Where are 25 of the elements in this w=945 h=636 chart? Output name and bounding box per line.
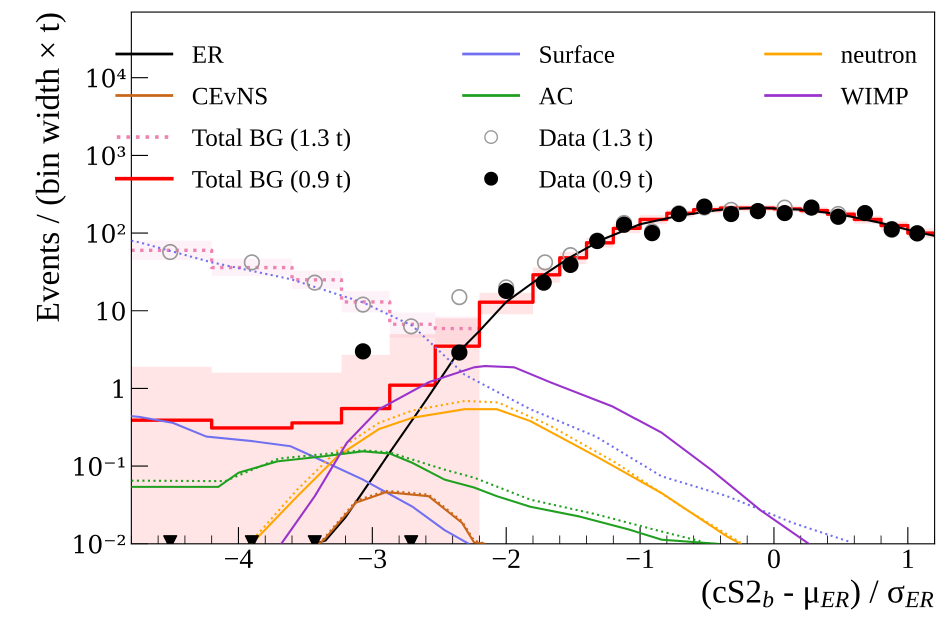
x-tick-label: 0 (768, 549, 780, 568)
legend-label: WIMP (840, 88, 908, 105)
y-tick-label: 1 (114, 379, 123, 398)
x-tick-label: −3 (358, 550, 386, 568)
legend-label: ER (192, 46, 224, 63)
legend-label: CEvNS (192, 88, 267, 105)
y-tick-label: 10³ (88, 146, 126, 166)
y-tick-label: 10⁻² (74, 534, 125, 554)
y-axis-title: Events / (bin width × t) (36, 14, 66, 322)
legend-label: Total BG (0.9 t) (192, 170, 350, 193)
x-tick-label: −4 (225, 550, 253, 568)
x-tick-label: 1 (903, 550, 914, 568)
legend-label: Data (0.9 t) (539, 170, 652, 193)
x-tick-label: −1 (626, 550, 654, 568)
legend-label: Surface (540, 45, 614, 63)
legend-label: Data (1.3 t) (539, 128, 652, 152)
legend-label: AC (538, 88, 572, 105)
legend-label: neutron (841, 48, 917, 63)
y-tick-label: 10⁴ (88, 68, 126, 88)
legend-label: Total BG (1.3 t) (192, 128, 350, 152)
y-tick-label: 10² (88, 224, 125, 243)
y-tick-label: 10⁻¹ (74, 457, 125, 476)
x-tick-label: −2 (492, 550, 520, 568)
y-tick-label: 10 (98, 302, 125, 321)
x-axis-title: (cS2$_{b}$ - μ$_{ER}$) / σ$_{ER}$ (702, 579, 934, 610)
